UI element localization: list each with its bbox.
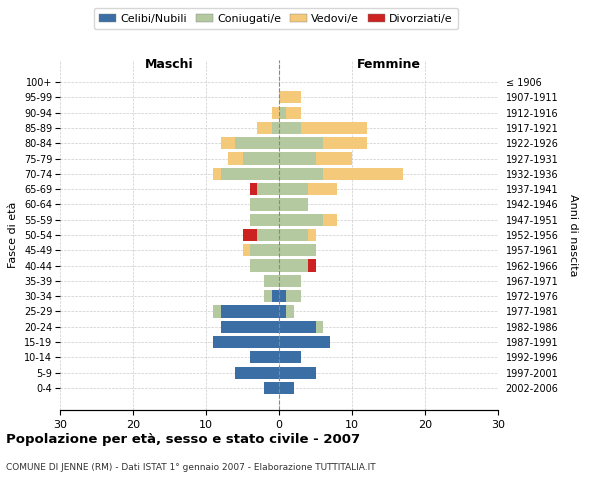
Bar <box>221 168 279 180</box>
Bar <box>279 91 301 104</box>
Bar <box>272 122 279 134</box>
Bar <box>279 306 286 318</box>
Bar <box>279 290 286 302</box>
Bar <box>323 137 367 149</box>
Bar <box>257 122 272 134</box>
Bar <box>286 106 301 118</box>
Y-axis label: Anni di nascita: Anni di nascita <box>568 194 578 276</box>
Bar <box>301 122 367 134</box>
Bar <box>323 214 337 226</box>
Legend: Celibi/Nubili, Coniugati/e, Vedovi/e, Divorziati/e: Celibi/Nubili, Coniugati/e, Vedovi/e, Di… <box>94 8 458 29</box>
Text: COMUNE DI JENNE (RM) - Dati ISTAT 1° gennaio 2007 - Elaborazione TUTTITALIA.IT: COMUNE DI JENNE (RM) - Dati ISTAT 1° gen… <box>6 462 376 471</box>
Bar <box>279 137 323 149</box>
Bar <box>235 366 279 379</box>
Bar <box>257 183 279 195</box>
Bar <box>265 275 279 287</box>
Bar <box>265 382 279 394</box>
Bar <box>257 229 279 241</box>
Bar <box>265 290 272 302</box>
Bar <box>221 306 279 318</box>
Y-axis label: Fasce di età: Fasce di età <box>8 202 19 268</box>
Text: Femmine: Femmine <box>356 58 421 71</box>
Bar <box>242 244 250 256</box>
Bar <box>279 122 301 134</box>
Bar <box>214 336 279 348</box>
Bar <box>323 168 403 180</box>
Bar <box>308 260 316 272</box>
Bar <box>279 183 308 195</box>
Bar <box>228 152 242 164</box>
Bar <box>214 306 221 318</box>
Bar <box>279 320 316 333</box>
Bar <box>250 214 279 226</box>
Bar <box>316 320 323 333</box>
Bar <box>279 198 308 210</box>
Bar <box>272 106 279 118</box>
Bar <box>286 306 293 318</box>
Bar <box>279 168 323 180</box>
Bar <box>279 260 308 272</box>
Bar <box>308 229 316 241</box>
Bar <box>308 183 337 195</box>
Bar <box>250 244 279 256</box>
Bar <box>279 352 301 364</box>
Bar <box>272 290 279 302</box>
Bar <box>279 244 316 256</box>
Bar <box>279 106 286 118</box>
Bar <box>242 229 257 241</box>
Bar <box>221 320 279 333</box>
Text: Maschi: Maschi <box>145 58 194 71</box>
Bar <box>279 152 316 164</box>
Bar <box>214 168 221 180</box>
Bar <box>250 198 279 210</box>
Bar <box>279 214 323 226</box>
Bar <box>279 336 330 348</box>
Bar <box>316 152 352 164</box>
Text: Popolazione per età, sesso e stato civile - 2007: Popolazione per età, sesso e stato civil… <box>6 432 360 446</box>
Bar <box>279 275 301 287</box>
Bar <box>286 290 301 302</box>
Bar <box>250 183 257 195</box>
Bar <box>235 137 279 149</box>
Bar <box>279 229 308 241</box>
Bar <box>242 152 279 164</box>
Bar <box>250 352 279 364</box>
Bar <box>279 366 316 379</box>
Bar <box>279 382 293 394</box>
Bar <box>221 137 235 149</box>
Bar <box>250 260 279 272</box>
